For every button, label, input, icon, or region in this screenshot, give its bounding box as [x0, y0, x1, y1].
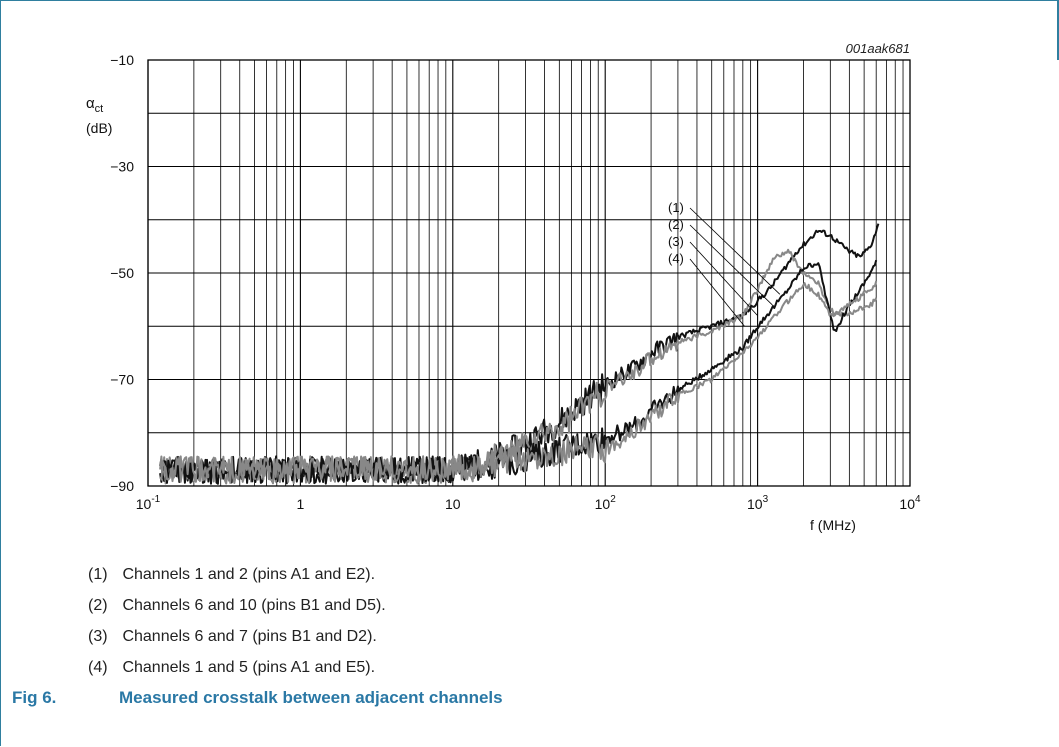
- x-tick-label: 10: [445, 496, 461, 512]
- series-label-1: (1): [668, 200, 684, 215]
- y-tick-label: −30: [110, 159, 134, 175]
- chart-id: 001aak681: [846, 41, 910, 56]
- y-tick-label: −50: [110, 265, 134, 281]
- page-frame-edge: [1057, 0, 1059, 60]
- series-line-4: [159, 280, 878, 485]
- figure-title: Measured crosstalk between adjacent chan…: [119, 688, 503, 707]
- legend-item-4: (4) Channels 1 and 5 (pins A1 and E5).: [88, 659, 376, 676]
- legend-item-3: (3) Channels 6 and 7 (pins B1 and D2).: [88, 628, 377, 645]
- series-label-3: (3): [668, 234, 684, 249]
- figure-caption: Fig 6. Measured crosstalk between adjacen…: [12, 688, 503, 708]
- y-axis-symbol: αct: [86, 95, 103, 115]
- x-tick-label: 104: [899, 494, 921, 512]
- figure-number: Fig 6.: [12, 688, 57, 707]
- series-leader-2: [689, 224, 773, 306]
- series-leader-1: [689, 207, 781, 295]
- legend-item-2: (2) Channels 6 and 10 (pins B1 and D5).: [88, 597, 386, 614]
- series-layer: [159, 223, 880, 485]
- plot-area-border: [147, 59, 911, 487]
- x-tick-label: 103: [747, 494, 769, 512]
- x-tick-label: 102: [595, 494, 617, 512]
- chart-grid: [147, 59, 910, 487]
- legend-item-1: (1) Channels 1 and 2 (pins A1 and E2).: [88, 566, 376, 583]
- x-axis-label: f (MHz): [810, 517, 856, 533]
- series-label-4: (4): [668, 251, 684, 266]
- y-tick-label: −70: [110, 372, 134, 388]
- y-axis-unit: (dB): [86, 120, 112, 136]
- series-labels: (1) (2) (3) (4): [668, 200, 781, 327]
- series-leader-3: [689, 241, 758, 316]
- x-tick-label: 1: [297, 496, 305, 512]
- legend-list: (1) Channels 1 and 2 (pins A1 and E2). (…: [88, 565, 386, 689]
- series-label-2: (2): [668, 217, 684, 232]
- series-line-2: [159, 248, 878, 485]
- y-tick-label: −10: [110, 52, 134, 68]
- series-leader-4: [689, 258, 745, 327]
- x-tick-label: 10-1: [136, 494, 161, 512]
- y-tick-label: −90: [110, 478, 134, 494]
